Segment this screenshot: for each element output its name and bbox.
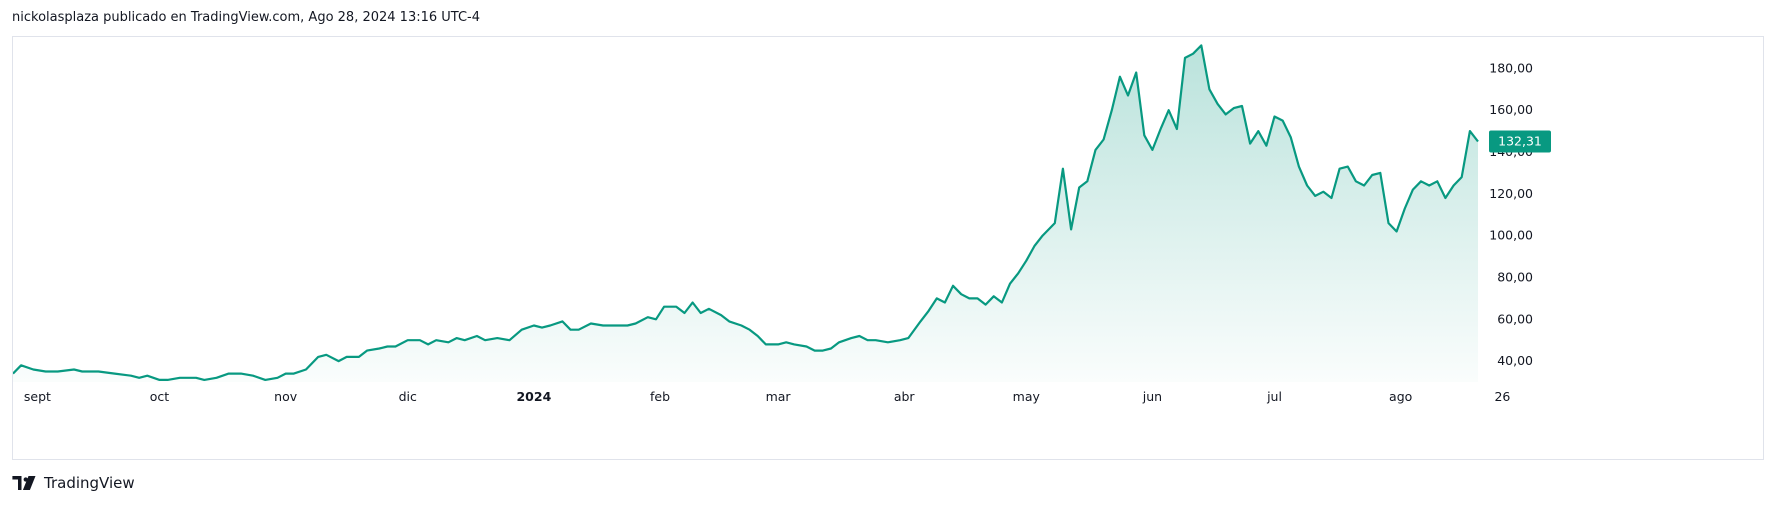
x-tick-label: oct	[150, 389, 170, 404]
y-tick-label: 120,00	[1489, 186, 1533, 201]
price-area-fill	[13, 45, 1478, 383]
x-tick-label: nov	[274, 389, 298, 404]
y-tick-label: 180,00	[1489, 60, 1533, 75]
price-chart[interactable]: 40,0060,0080,00100,00120,00140,00160,001…	[13, 37, 1765, 461]
x-tick-label: dic	[399, 389, 417, 404]
chart-area[interactable]: 40,0060,0080,00100,00120,00140,00160,001…	[12, 36, 1764, 460]
x-axis[interactable]: sept oct nov dic 2024 feb mar abr may jun jul ago 26	[24, 389, 1511, 404]
x-tick-label: sept	[24, 389, 51, 404]
y-axis[interactable]: 40,0060,0080,00100,00120,00140,00160,001…	[1489, 60, 1533, 368]
x-tick-label: jul	[1266, 389, 1282, 404]
last-price-value: 132,31	[1498, 134, 1542, 149]
y-tick-label: 80,00	[1497, 269, 1533, 284]
price-line	[13, 44, 1479, 381]
x-tick-label: 2024	[516, 389, 551, 404]
brand-name: TradingView	[44, 474, 135, 492]
x-tick-label: abr	[894, 389, 916, 404]
x-tick-label: jun	[1142, 389, 1162, 404]
x-tick-label: feb	[650, 389, 670, 404]
tradingview-brand[interactable]: TradingView	[12, 474, 135, 492]
x-tick-label: 26	[1494, 389, 1510, 404]
y-tick-label: 60,00	[1497, 311, 1533, 326]
x-tick-label: ago	[1389, 389, 1412, 404]
y-tick-label: 40,00	[1497, 353, 1533, 368]
last-price-label: 132,31	[1489, 130, 1551, 153]
last-price-label-bg	[1489, 130, 1551, 153]
x-tick-label: mar	[766, 389, 792, 404]
y-tick-label: 100,00	[1489, 228, 1533, 243]
y-tick-label: 160,00	[1489, 102, 1533, 117]
tradingview-logo-icon	[12, 476, 36, 490]
x-tick-label: may	[1013, 389, 1041, 404]
publication-info: nickolasplaza publicado en TradingView.c…	[12, 10, 481, 25]
